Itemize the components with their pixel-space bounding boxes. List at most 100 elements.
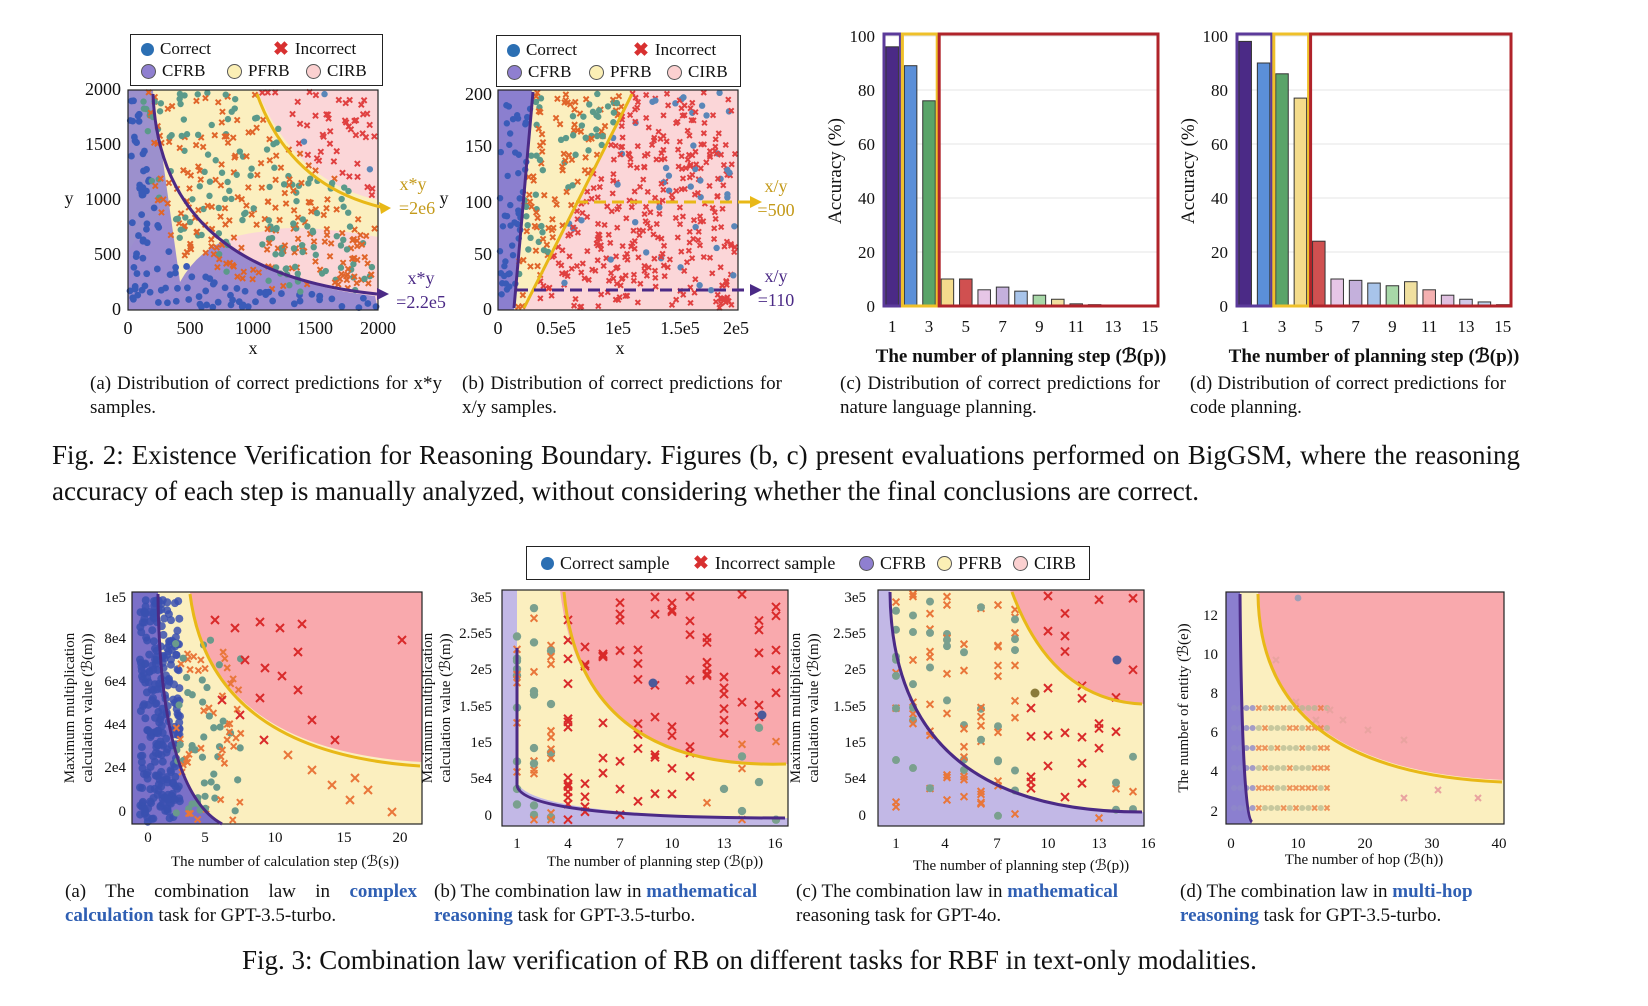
sample-point-incorrect bbox=[221, 204, 229, 212]
sample-point-correct bbox=[680, 94, 687, 101]
sample-point-incorrect bbox=[215, 255, 223, 263]
fig2b-annotation-bottom: =110 bbox=[758, 290, 794, 310]
sample-point-correct bbox=[138, 784, 147, 793]
sample-point-incorrect bbox=[333, 147, 341, 155]
sample-point-correct bbox=[337, 264, 345, 271]
sample-point-incorrect bbox=[229, 675, 237, 683]
sample-point-incorrect bbox=[619, 242, 626, 250]
sample-point-correct bbox=[206, 192, 213, 200]
sample-point-correct bbox=[515, 210, 522, 217]
sample-point-correct bbox=[259, 241, 266, 248]
sample-point-incorrect bbox=[658, 150, 665, 157]
sample-point-correct bbox=[523, 213, 530, 220]
sample-point-incorrect bbox=[668, 191, 675, 199]
x-tick-label: 13 bbox=[1105, 317, 1122, 336]
sample-point-correct bbox=[173, 626, 182, 635]
sample-point-incorrect bbox=[570, 224, 577, 231]
sample-point-incorrect bbox=[230, 234, 238, 241]
sample-point-incorrect bbox=[167, 231, 175, 239]
sample-point-correct bbox=[177, 226, 184, 233]
sample-point-correct bbox=[691, 165, 699, 173]
sample-point-incorrect bbox=[186, 185, 193, 192]
fig3b-xtick: 13 bbox=[717, 836, 732, 852]
sample-point-incorrect bbox=[345, 795, 355, 805]
sample-point-incorrect bbox=[654, 234, 662, 241]
sample-point-incorrect bbox=[387, 807, 397, 817]
sample-point-incorrect bbox=[217, 753, 225, 761]
incorrect-sample-icon: ✖ bbox=[693, 553, 709, 574]
sample-point-correct bbox=[525, 246, 532, 253]
sample-point-correct bbox=[599, 132, 606, 140]
sample-point-correct bbox=[155, 718, 164, 727]
x-tick-label: 5 bbox=[962, 317, 971, 336]
sample-point-incorrect bbox=[636, 183, 644, 190]
sample-point-correct bbox=[212, 157, 219, 164]
fig3a-ytick: 2e4 bbox=[104, 760, 126, 776]
sample-point-incorrect bbox=[580, 792, 590, 802]
sample-point-incorrect bbox=[187, 172, 195, 179]
legend-cirb: CIRB bbox=[327, 61, 367, 80]
sample-point-correct bbox=[1030, 688, 1040, 698]
sample-point-incorrect bbox=[595, 231, 602, 238]
fig3d-ytick: 6 bbox=[1211, 725, 1219, 741]
sample-point-incorrect bbox=[1474, 794, 1482, 802]
sample-point-correct bbox=[1274, 785, 1281, 791]
sample-point-correct bbox=[593, 126, 600, 133]
sample-point-incorrect bbox=[223, 736, 231, 744]
sample-point-incorrect bbox=[648, 141, 656, 149]
fig2b-xlabel: x bbox=[616, 338, 625, 358]
sample-point-incorrect bbox=[622, 254, 629, 261]
legend-correct: Correct bbox=[160, 39, 211, 58]
sample-point-incorrect bbox=[282, 200, 290, 207]
sample-point-correct bbox=[716, 89, 723, 97]
sample-point-incorrect bbox=[368, 185, 376, 193]
sample-point-correct bbox=[1293, 745, 1299, 751]
sample-point-correct bbox=[524, 113, 531, 121]
sample-point-correct bbox=[141, 678, 150, 687]
sample-point-correct bbox=[199, 698, 207, 706]
sample-point-incorrect bbox=[719, 672, 729, 682]
sample-point-incorrect bbox=[362, 133, 370, 141]
sample-point-incorrect bbox=[197, 176, 205, 183]
sample-point-correct bbox=[140, 618, 149, 627]
fig2a-plot: 0 500 1000 1500 2000 0 500 1000 1500 200… bbox=[65, 79, 446, 358]
sample-point-incorrect bbox=[681, 267, 688, 274]
sample-point-incorrect bbox=[993, 661, 1003, 670]
sample-point-correct bbox=[210, 770, 218, 778]
sample-point-correct bbox=[1129, 752, 1137, 761]
sample-point-incorrect bbox=[1400, 736, 1408, 744]
sample-point-incorrect bbox=[702, 798, 712, 807]
sample-point-correct bbox=[183, 131, 191, 138]
sample-point-incorrect bbox=[618, 122, 625, 130]
sample-point-incorrect bbox=[613, 280, 621, 287]
sample-point-incorrect bbox=[574, 178, 582, 185]
sample-point-correct bbox=[235, 298, 243, 306]
sample-point-correct bbox=[148, 626, 157, 635]
sample-point-incorrect bbox=[709, 204, 716, 212]
sample-point-correct bbox=[135, 117, 143, 125]
sample-point-correct bbox=[250, 205, 257, 212]
sample-point-correct bbox=[227, 301, 235, 309]
sample-point-correct bbox=[546, 813, 556, 822]
sample-point-correct bbox=[506, 130, 514, 137]
sample-point-correct bbox=[218, 169, 226, 176]
sample-point-correct bbox=[153, 265, 161, 273]
sample-point-incorrect bbox=[700, 130, 707, 137]
sample-point-correct bbox=[504, 172, 511, 180]
sample-point-incorrect bbox=[731, 150, 739, 158]
sample-point-incorrect bbox=[354, 215, 362, 223]
sample-point-correct bbox=[569, 132, 577, 139]
sample-point-incorrect bbox=[610, 275, 617, 282]
sample-point-correct bbox=[713, 244, 720, 252]
sample-point-correct bbox=[529, 801, 539, 810]
bar bbox=[1422, 289, 1436, 307]
sample-point-correct bbox=[1011, 646, 1019, 655]
sample-point-incorrect bbox=[312, 112, 319, 120]
sample-point-incorrect bbox=[371, 225, 378, 232]
sample-point-incorrect bbox=[636, 232, 643, 239]
sample-point-correct bbox=[137, 743, 146, 752]
sample-point-incorrect bbox=[1326, 706, 1334, 714]
sample-point-incorrect bbox=[1255, 704, 1263, 712]
sample-point-incorrect bbox=[667, 605, 677, 615]
sample-point-correct bbox=[174, 215, 182, 222]
